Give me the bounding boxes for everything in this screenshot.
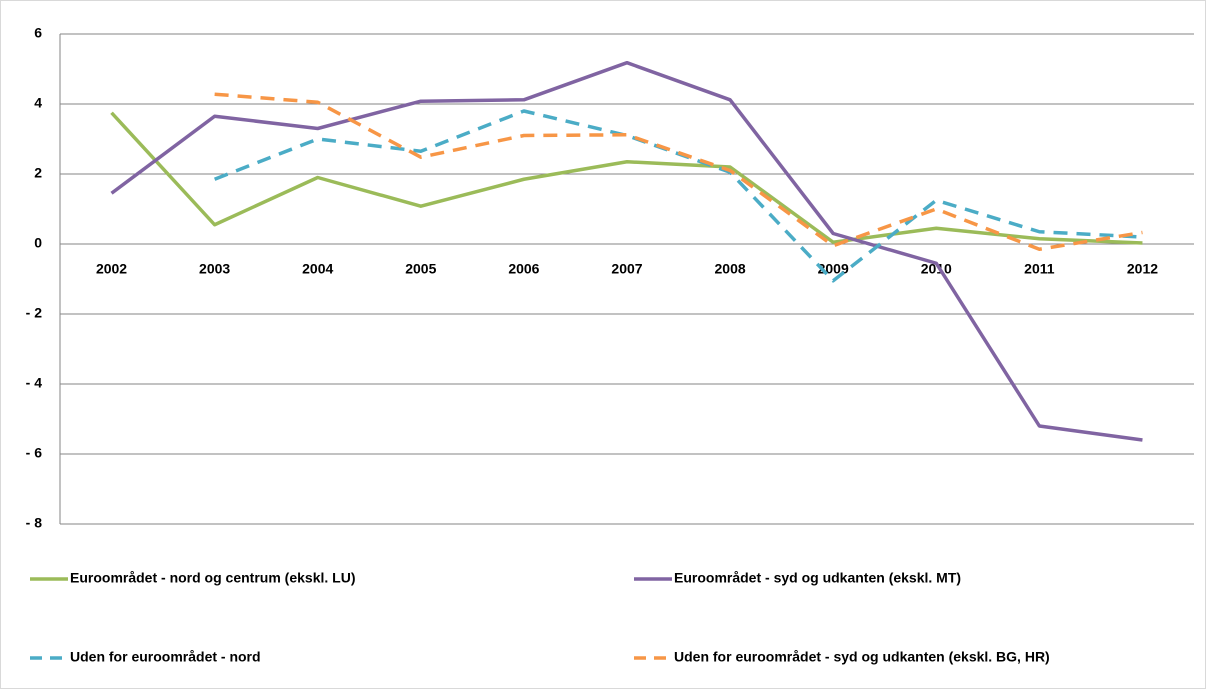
legend-label: Uden for euroområdet - nord	[70, 649, 261, 665]
series-line	[110, 111, 1143, 245]
y-tick-label: - 8	[26, 515, 43, 531]
x-tick-label: 2005	[405, 261, 436, 277]
y-tick-label: - 4	[26, 375, 43, 391]
series-line	[214, 92, 1143, 251]
x-tick-label: 2011	[1024, 261, 1055, 277]
x-tick-label: 2004	[302, 261, 333, 277]
x-tick-label: 2008	[715, 261, 746, 277]
series-line	[110, 60, 1143, 442]
x-tick-label: 2003	[199, 261, 230, 277]
y-tick-label: - 6	[26, 445, 43, 461]
x-tick-label: 2002	[96, 261, 127, 277]
x-tick-label: 2006	[508, 261, 539, 277]
y-tick-label: 2	[34, 165, 42, 181]
x-tick-label: 2007	[611, 261, 642, 277]
x-tick-label: 2012	[1127, 261, 1158, 277]
legend-label: Euroområdet - nord og centrum (ekskl. LU…	[70, 570, 355, 586]
y-tick-label: - 2	[26, 305, 43, 321]
y-tick-label: 6	[34, 25, 42, 41]
y-tick-label: 0	[34, 235, 42, 251]
legend-label: Uden for euroområdet - syd og udkanten (…	[674, 649, 1050, 665]
legend-label: Euroområdet - syd og udkanten (ekskl. MT…	[674, 570, 961, 586]
y-tick-label: 4	[34, 95, 42, 111]
